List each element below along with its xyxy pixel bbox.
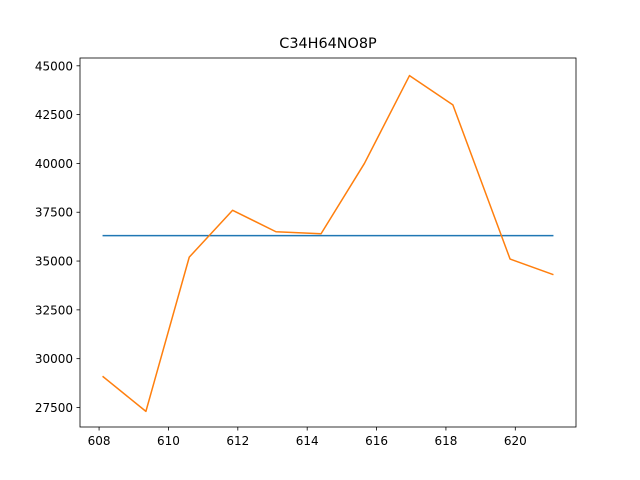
y-tick-label: 37500 <box>35 206 73 220</box>
y-tick-label: 45000 <box>35 59 73 73</box>
x-axis: 608 610 612 614 616 618 620 <box>88 427 527 448</box>
series-line-2 <box>102 74 554 413</box>
chart-title: C34H64NO8P <box>279 36 377 52</box>
x-tick-label: 616 <box>365 434 388 448</box>
y-tick-label: 40000 <box>35 157 73 171</box>
plot-frame <box>79 57 577 428</box>
y-tick-label: 42500 <box>35 108 73 122</box>
x-tick-label: 612 <box>226 434 249 448</box>
y-axis: 27500 30000 32500 35000 37500 40000 42500 45000 <box>35 59 80 415</box>
y-tick-label: 30000 <box>35 352 73 366</box>
y-tick-label: 27500 <box>35 401 73 415</box>
x-tick-label: 610 <box>157 434 180 448</box>
y-tick-label: 35000 <box>35 255 73 269</box>
x-tick-label: 618 <box>434 434 457 448</box>
x-tick-label: 614 <box>296 434 319 448</box>
x-tick-label: 620 <box>504 434 527 448</box>
y-tick-label: 32500 <box>35 303 73 317</box>
x-tick-label: 608 <box>88 434 111 448</box>
plot-series <box>102 74 554 413</box>
